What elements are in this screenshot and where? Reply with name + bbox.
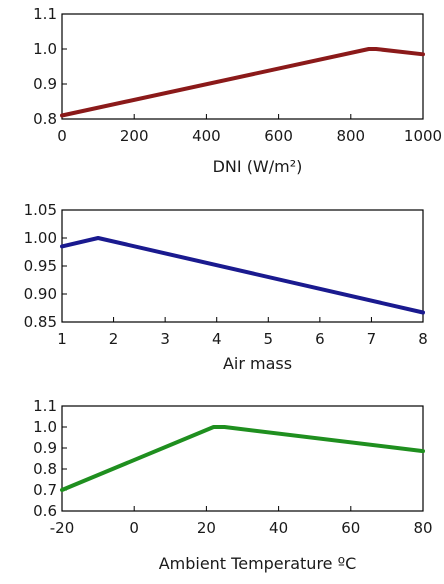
x-tick-label: 7 xyxy=(367,330,377,348)
y-tick-label: 1.1 xyxy=(33,397,57,415)
series-line xyxy=(60,236,425,315)
plot-frame xyxy=(61,405,424,512)
y-tick-label: 0.95 xyxy=(24,257,57,275)
x-tick-label: 6 xyxy=(315,330,325,348)
ambient-temperature-chart: -20 0 20 40 60 80 0.6 0.7 0.8 0.9 1.0 1.1 Ambient Te… xyxy=(33,397,432,573)
x-axis-label: Air mass xyxy=(223,354,292,373)
series-line xyxy=(60,425,425,492)
x-tick-label: 800 xyxy=(336,127,365,145)
x-tick-label: 400 xyxy=(192,127,221,145)
x-tick-label: 40 xyxy=(269,519,288,537)
x-tick-label: 5 xyxy=(264,330,274,348)
x-tick-label: 1000 xyxy=(404,127,442,145)
x-tick-label: 0 xyxy=(129,519,139,537)
dni-chart: 0 200 400 600 800 1000 0.8 0.9 1.0 1.1 DNI (W/m²) xyxy=(33,5,442,176)
x-tick-label: 600 xyxy=(264,127,293,145)
air-mass-chart: 1 2 3 4 5 6 7 8 0.85 0.90 0.95 1.00 1.05 Air mass xyxy=(24,201,428,373)
x-tick-label: 8 xyxy=(418,330,428,348)
x-tick-label: 2 xyxy=(109,330,119,348)
plot-frame xyxy=(61,209,424,323)
x-tick-label: 0 xyxy=(57,127,67,145)
series-line xyxy=(60,47,425,118)
y-tick-label: 0.9 xyxy=(33,75,57,93)
x-axis-label: Ambient Temperature ºC xyxy=(159,554,357,573)
x-tick-label: 4 xyxy=(212,330,222,348)
y-tick-label: 0.8 xyxy=(33,460,57,478)
y-tick-label: 0.85 xyxy=(24,313,57,331)
x-tick-label: 200 xyxy=(120,127,149,145)
y-tick-label: 0.90 xyxy=(24,285,57,303)
x-tick-label: -20 xyxy=(50,519,75,537)
y-tick-label: 1.00 xyxy=(24,229,57,247)
x-tick-label: 80 xyxy=(413,519,432,537)
y-tick-label: 1.1 xyxy=(33,5,57,23)
y-tick-label: 0.8 xyxy=(33,110,57,128)
x-tick-label: 60 xyxy=(341,519,360,537)
y-tick-label: 1.0 xyxy=(33,418,57,436)
plot-frame xyxy=(61,13,424,120)
x-axis-label: DNI (W/m²) xyxy=(213,157,303,176)
x-tick-label: 3 xyxy=(160,330,170,348)
y-tick-label: 1.0 xyxy=(33,40,57,58)
y-tick-label: 0.7 xyxy=(33,481,57,499)
x-tick-label: 20 xyxy=(197,519,216,537)
y-tick-label: 0.9 xyxy=(33,439,57,457)
x-tick-label: 1 xyxy=(57,330,67,348)
y-tick-label: 1.05 xyxy=(24,201,57,219)
y-tick-label: 0.6 xyxy=(33,502,57,520)
